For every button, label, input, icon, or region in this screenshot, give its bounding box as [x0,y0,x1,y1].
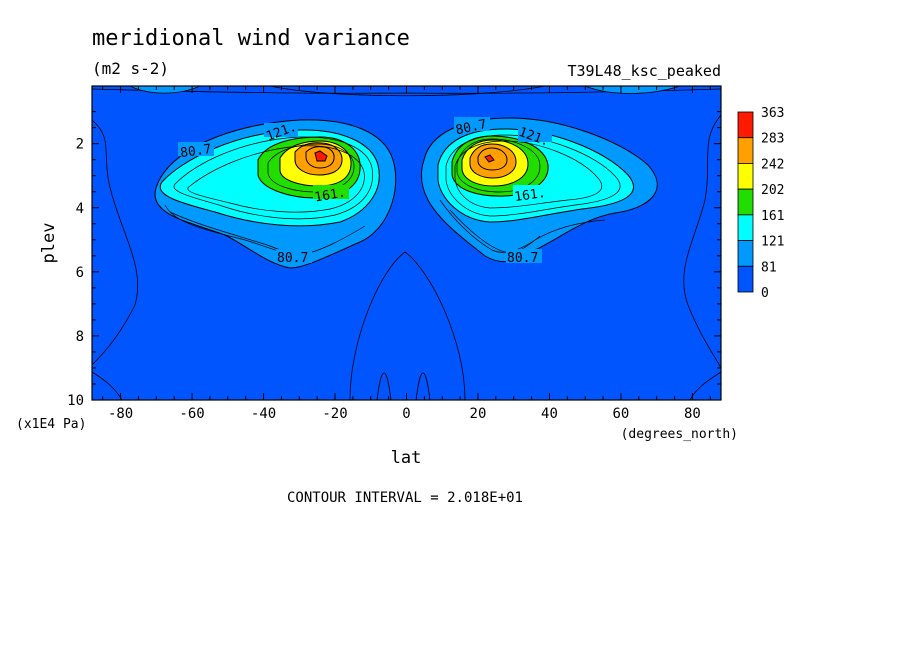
colorbar-swatch [737,111,754,139]
colorbar-label: 242 [761,157,784,172]
y-axis-units: (x1E4 Pa) [16,417,86,432]
colorbar-swatch [737,265,754,293]
background-contour [92,119,139,366]
x-tick-label: -20 [322,406,347,422]
x-tick-label: 0 [402,406,410,422]
y-tick-label: 2 [76,137,84,153]
contour-label: 161. [313,185,346,205]
contour-label: 80.7 [454,117,488,138]
plot-area: 80.7 121. 161. 80.7 80.7 121. 161. 80.7 [92,86,721,400]
level-340-core [484,154,495,163]
contour-interval-note: CONTOUR INTERVAL = 2.018E+01 [287,490,523,506]
contour-label: 161. [513,186,546,205]
x-tick-label: -60 [179,406,204,422]
x-tick-label: 20 [470,406,487,422]
contour-line [187,145,365,213]
contour-labels: 80.7 121. 161. 80.7 80.7 121. 161. 80.7 [178,117,552,266]
axes: -80 -60 -40 -20 0 20 40 60 80 2 4 6 8 10 [67,86,721,422]
contour-line [164,204,366,256]
x-tick-label: 60 [613,406,630,422]
background-contour [689,371,721,400]
chart-title: meridional wind variance [92,26,410,51]
level-363-fill [314,150,328,162]
background-contour [376,372,392,400]
contour-label: 80.7 [277,251,308,266]
contour-line [267,143,355,193]
contour-line [449,209,541,253]
background-fill [92,86,721,400]
top-band-contour [269,86,546,97]
x-tick-label: -40 [251,406,276,422]
colorbar-label: 161 [761,209,784,224]
run-label: T39L48_ksc_peaked [567,62,721,80]
southern-jet-contour-lines [164,136,373,256]
colorbar-swatch [737,137,754,164]
contour-line [173,136,373,220]
contour-label: 80.7 [179,142,212,161]
colorbar-label: 81 [761,260,777,275]
x-tick-label: 80 [684,406,701,422]
colorbar-label: 121 [761,235,784,250]
southern-jet-fills [154,119,397,269]
y-axis-label: plev [39,223,59,264]
contour-label: 80.7 [507,251,538,266]
colorbar-label: 0 [761,286,769,301]
background-contour [683,114,721,369]
colorbar-label: 363 [761,106,784,121]
colorbar-swatch [737,214,754,241]
top-band-contour [129,86,201,94]
x-axis-label: lat [391,448,422,468]
colorbar-swatch [737,188,754,216]
x-axis-units: (degrees_north) [621,427,738,442]
y-tick-label: 6 [76,265,84,281]
contour-line [445,134,621,217]
colorbar-label: 202 [761,183,784,198]
colorbar-swatch [737,163,754,190]
y-tick-label: 4 [76,201,84,217]
y-tick-label: 8 [76,329,84,345]
colorbar-swatch [737,240,754,267]
contour-line [454,140,603,209]
background-contour [349,251,466,400]
colorbar-label: 283 [761,132,784,147]
chart-units: (m2 s-2) [92,59,169,78]
x-tick-label: -80 [108,406,133,422]
colorbar: 363 283 242 202 161 121 81 0 [737,106,784,301]
y-tick-label: 10 [67,393,84,409]
x-tick-label: 40 [541,406,558,422]
background-contour [415,372,431,400]
contour-line [456,138,541,193]
